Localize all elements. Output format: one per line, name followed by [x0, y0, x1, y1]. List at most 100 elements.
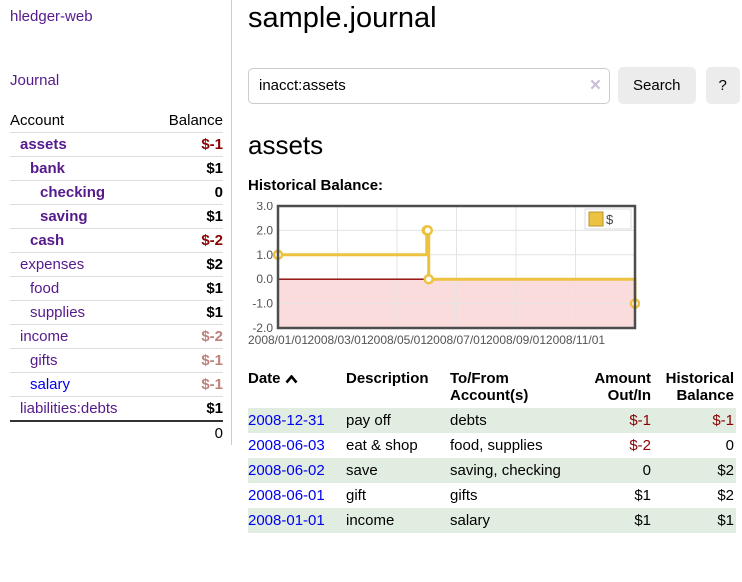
- account-row: liabilities:debts $1: [10, 396, 223, 422]
- transaction-accounts-cell: salary: [450, 512, 491, 529]
- transaction-date-cell: 2008-06-03: [248, 433, 346, 458]
- transaction-date-cell: 2008-06-02: [248, 458, 346, 483]
- account-row: assets $-1: [10, 132, 223, 157]
- register-table: Date Description To/From Account(s) Amou…: [248, 368, 736, 533]
- svg-text:-2.0: -2.0: [252, 321, 273, 335]
- transaction-balance-cell: $2: [717, 462, 734, 479]
- transaction-balance-cell: $-1: [712, 412, 734, 429]
- help-button[interactable]: ?: [705, 67, 740, 104]
- account-link[interactable]: bank: [30, 160, 66, 177]
- account-row: salary $-1: [10, 372, 223, 397]
- accounts-header-balance: Balance: [151, 109, 223, 133]
- column-header-balance: Historical Balance: [665, 370, 734, 404]
- transaction-description-cell: income: [346, 512, 395, 529]
- transaction-accounts-cell: debts: [450, 412, 487, 429]
- register-row[interactable]: 2008-06-01 gift gifts $1 $2: [248, 483, 736, 508]
- account-link[interactable]: cash: [30, 232, 65, 249]
- account-link[interactable]: food: [30, 280, 60, 297]
- transaction-date-link[interactable]: 2008-06-02: [248, 462, 325, 479]
- transaction-description-cell: eat & shop: [346, 437, 418, 454]
- register-row[interactable]: 2008-12-31 pay off debts $-1 $-1: [248, 408, 736, 433]
- column-header-date[interactable]: Date: [248, 368, 346, 408]
- account-balance: $1: [151, 276, 223, 301]
- register-header-row: Date Description To/From Account(s) Amou…: [248, 368, 736, 408]
- clear-search-icon[interactable]: ×: [589, 74, 601, 96]
- account-balance: 0: [151, 180, 223, 205]
- svg-text:1.0: 1.0: [256, 248, 273, 262]
- sidebar-item-journal[interactable]: Journal: [10, 72, 60, 89]
- svg-text:0.0: 0.0: [256, 272, 273, 286]
- accounts-total-balance: 0: [151, 420, 223, 445]
- column-header-description: Description: [346, 370, 429, 387]
- account-link[interactable]: income: [20, 328, 69, 345]
- svg-text:$: $: [606, 212, 614, 227]
- transaction-date-link[interactable]: 2008-12-31: [248, 412, 325, 429]
- chart-title: Historical Balance:: [248, 177, 384, 194]
- register-row[interactable]: 2008-06-03 eat & shop food, supplies $-2 0: [248, 433, 736, 458]
- transaction-accounts-cell: gifts: [450, 487, 478, 504]
- sort-ascending-icon: [285, 374, 298, 384]
- svg-text:2008/05/01: 2008/05/01: [367, 333, 427, 347]
- svg-text:2008/09/01: 2008/09/01: [486, 333, 546, 347]
- sidebar: hledger-web Journal Account Balance asse…: [0, 0, 232, 445]
- transaction-date-cell: 2008-06-01: [248, 483, 346, 508]
- account-balance: $1: [151, 300, 223, 325]
- transaction-amount-cell: 0: [642, 462, 651, 479]
- account-balance: $1: [151, 204, 223, 229]
- search-form: × Search ?: [248, 67, 740, 104]
- account-row: expenses $2: [10, 252, 223, 277]
- account-balance: $-1: [151, 132, 223, 157]
- account-balance: $-2: [151, 228, 223, 253]
- transaction-balance-cell: 0: [725, 437, 734, 454]
- account-link[interactable]: liabilities:debts: [20, 400, 118, 417]
- account-link[interactable]: expenses: [20, 256, 85, 273]
- account-row: cash $-2: [10, 228, 223, 253]
- transaction-amount-cell: $-1: [629, 412, 651, 429]
- account-link[interactable]: checking: [40, 184, 106, 201]
- account-link[interactable]: salary: [30, 376, 71, 393]
- transaction-description-cell: save: [346, 462, 378, 479]
- page-title: sample.journal: [248, 2, 437, 34]
- transaction-balance-cell: $1: [717, 512, 734, 529]
- transaction-description-cell: gift: [346, 487, 367, 504]
- search-button[interactable]: Search: [618, 67, 696, 104]
- account-row: income $-2: [10, 324, 223, 349]
- svg-text:2008/07/01: 2008/07/01: [426, 333, 486, 347]
- transaction-date-link[interactable]: 2008-01-01: [248, 512, 325, 529]
- accounts-total-row: 0: [10, 420, 223, 445]
- register-row[interactable]: 2008-01-01 income salary $1 $1: [248, 508, 736, 533]
- main-content: sample.journal × Search ? assets Histori…: [232, 0, 742, 533]
- transaction-date-link[interactable]: 2008-06-03: [248, 437, 325, 454]
- transaction-amount-cell: $-2: [629, 437, 651, 454]
- transaction-date-link[interactable]: 2008-06-01: [248, 487, 325, 504]
- account-row: gifts $-1: [10, 348, 223, 373]
- transaction-date-cell: 2008-12-31: [248, 408, 346, 433]
- search-box: ×: [248, 67, 610, 104]
- transaction-amount-cell: $1: [634, 487, 651, 504]
- accounts-table: Account Balance assets $-1 bank $1 checking 0…: [10, 109, 223, 445]
- svg-text:2008/11/01: 2008/11/01: [546, 333, 605, 347]
- transaction-date-cell: 2008-01-01: [248, 508, 346, 533]
- account-balance: $1: [151, 396, 223, 422]
- column-header-amount: Amount Out/In: [594, 370, 651, 404]
- account-link[interactable]: supplies: [30, 304, 86, 321]
- account-link[interactable]: gifts: [30, 352, 58, 369]
- account-balance: $1: [151, 156, 223, 181]
- svg-text:3.0: 3.0: [256, 202, 273, 213]
- register-row[interactable]: 2008-06-02 save saving, checking 0 $2: [248, 458, 736, 483]
- svg-text:2008/03/01: 2008/03/01: [307, 333, 367, 347]
- hledger-web-app: hledger-web Journal Account Balance asse…: [0, 0, 742, 533]
- account-row: food $1: [10, 276, 223, 301]
- account-row: supplies $1: [10, 300, 223, 325]
- historical-balance-chart: $3.0 2.0 1.0 0.0 -1.0 -2.0 2008/01/01 2008/03/0…: [248, 202, 736, 354]
- transaction-description-cell: pay off: [346, 412, 391, 429]
- svg-text:2.0: 2.0: [256, 223, 273, 237]
- account-balance: $2: [151, 252, 223, 277]
- account-link[interactable]: saving: [40, 208, 88, 225]
- search-input[interactable]: [248, 67, 610, 104]
- account-balance: $-1: [151, 372, 223, 397]
- account-link[interactable]: assets: [20, 136, 67, 153]
- account-row: bank $1: [10, 156, 223, 181]
- account-balance: $-2: [151, 324, 223, 349]
- brand-link[interactable]: hledger-web: [10, 8, 93, 25]
